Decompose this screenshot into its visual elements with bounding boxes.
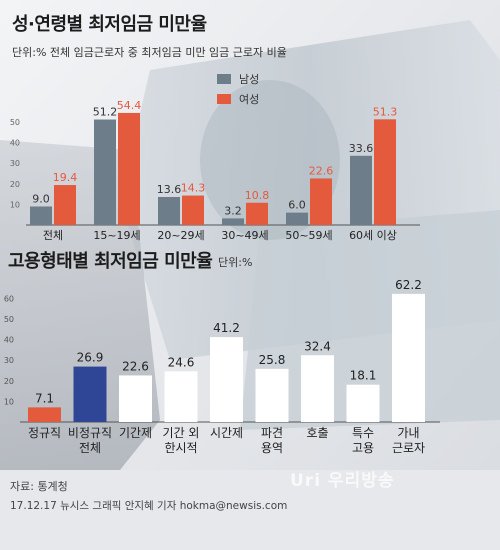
bar-female <box>54 185 76 225</box>
legend-swatch-female <box>217 94 231 104</box>
bar-male <box>286 212 308 225</box>
data-label-employment: 7.1 <box>35 391 54 405</box>
bar-male <box>350 155 372 225</box>
data-label-male: 9.0 <box>32 192 50 205</box>
data-label-employment: 25.8 <box>259 353 286 367</box>
data-label-employment: 24.6 <box>168 355 195 369</box>
x-category-label: 전체 <box>79 441 101 455</box>
x-category-label: 특수 <box>352 426 374 440</box>
data-label-employment: 26.9 <box>77 351 104 365</box>
x-category-label: 한시적 <box>164 441 197 455</box>
x-category-label: 전체 <box>43 229 63 242</box>
bar-female <box>310 178 332 225</box>
y-tick-label: 50 <box>10 118 20 127</box>
data-label-female: 14.3 <box>181 182 206 195</box>
chart-unit-note-2: 단위:% <box>218 256 253 269</box>
x-category-label: 정규직 <box>28 426 61 440</box>
bar-employment <box>164 371 198 422</box>
x-category-label: 가내 <box>397 426 419 440</box>
bar-employment <box>346 384 380 422</box>
y-tick-label: 40 <box>10 139 20 148</box>
x-category-label: 20~29세 <box>157 229 204 242</box>
x-category-label: 60세 이상 <box>349 229 397 242</box>
data-label-male: 13.6 <box>157 183 182 196</box>
bar-employment <box>210 337 243 422</box>
chart-title-age-gender: 성·연령별 최저임금 미만율 <box>12 14 207 35</box>
x-category-label: 호출 <box>306 426 328 440</box>
bar-employment <box>28 407 61 422</box>
data-label-employment: 22.6 <box>122 359 149 373</box>
x-category-label: 기간제 <box>119 426 152 440</box>
data-label-male: 3.2 <box>224 204 242 217</box>
y-tick-label: 20 <box>10 180 20 189</box>
bar-male <box>94 119 116 225</box>
chart-title-employment-type: 고용형태별 최저임금 미만율 <box>8 251 213 272</box>
bar-male <box>158 196 180 225</box>
data-label-female: 22.6 <box>309 164 334 177</box>
y-tick-label: 40 <box>4 336 14 345</box>
x-category-label: 50~59세 <box>285 229 332 242</box>
data-label-employment: 18.1 <box>350 369 377 383</box>
y-tick-label: 30 <box>10 159 20 168</box>
bar-employment <box>301 355 334 422</box>
bar-female <box>118 112 140 225</box>
data-label-male: 51.2 <box>93 106 118 119</box>
data-label-female: 54.4 <box>117 99 142 112</box>
source-note: 자료: 통계청 <box>10 480 68 493</box>
data-label-female: 19.4 <box>53 171 78 184</box>
data-label-employment: 62.2 <box>395 278 422 292</box>
bar-female <box>374 119 396 225</box>
bar-female <box>182 195 204 225</box>
bar-male <box>30 206 52 225</box>
y-tick-label: 10 <box>10 200 20 209</box>
chart-unit-note: 단위:% 전체 임금근로자 중 최저임금 미만 임금 근로자 비율 <box>12 46 287 59</box>
y-tick-label: 10 <box>4 397 14 406</box>
legend-item-female: 여성 <box>217 91 259 107</box>
data-label-employment: 32.4 <box>304 339 331 353</box>
y-tick-label: 60 <box>4 294 14 303</box>
data-label-female: 51.3 <box>373 105 398 118</box>
x-category-label: 15~19세 <box>93 229 140 242</box>
graphic-credit: 17.12.17 뉴시스 그래픽 안지혜 기자 hokma@newsis.com <box>10 500 288 512</box>
bar-female <box>246 202 268 225</box>
broadcaster-watermark: Uri 우리방송 <box>290 471 395 491</box>
bar-employment <box>392 293 425 422</box>
x-category-label: 고용 <box>352 441 374 455</box>
bar-employment <box>119 375 152 422</box>
legend-item-male: 남성 <box>217 71 259 87</box>
y-tick-label: 30 <box>4 356 14 365</box>
legend-swatch-male <box>217 74 231 84</box>
data-label-male: 33.6 <box>349 142 374 155</box>
x-category-label: 근로자 <box>392 441 425 455</box>
data-label-female: 10.8 <box>245 189 270 202</box>
data-label-male: 6.0 <box>288 199 306 212</box>
x-category-label: 용역 <box>261 441 283 455</box>
bar-male <box>222 218 244 225</box>
bar-employment <box>255 368 289 422</box>
x-category-label: 30~49세 <box>221 229 268 242</box>
y-tick-label: 50 <box>4 315 14 324</box>
x-category-label: 파견 <box>261 426 283 440</box>
x-category-label: 기간 외 <box>163 426 200 440</box>
data-label-employment: 41.2 <box>213 321 240 335</box>
x-category-label: 시간제 <box>210 426 243 440</box>
y-tick-label: 20 <box>4 377 14 386</box>
bar-employment <box>73 366 107 422</box>
legend-label-male: 남성 <box>239 73 260 86</box>
x-category-label: 비정규직 <box>68 426 112 440</box>
legend-label-female: 여성 <box>239 93 260 106</box>
